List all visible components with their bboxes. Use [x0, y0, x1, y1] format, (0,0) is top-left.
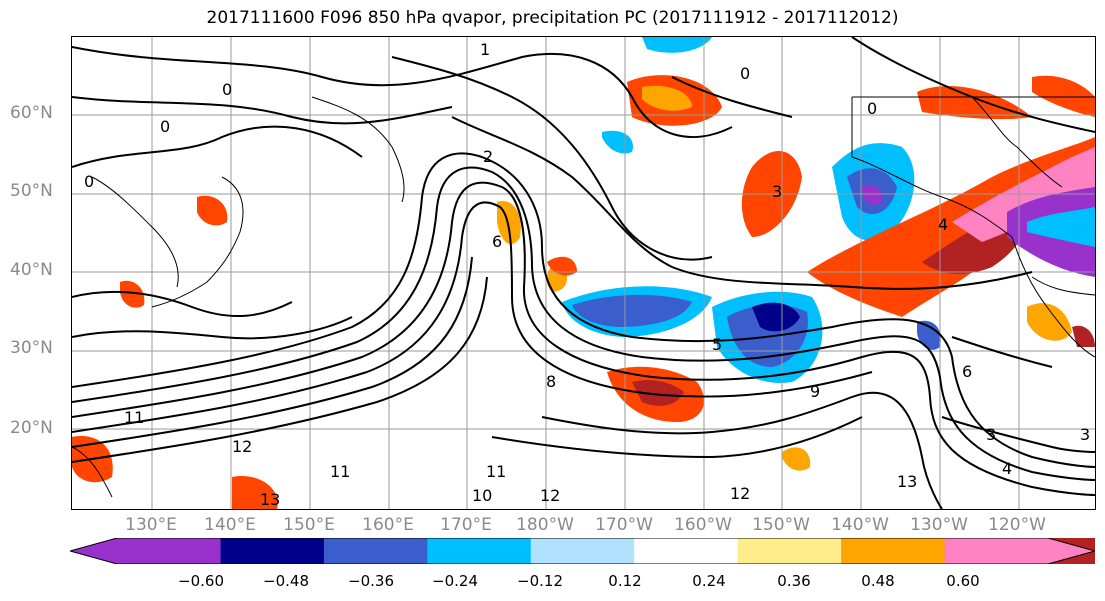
map-svg: 1 0 0 0 0 0 2 3 4 5 6 6 8 9 10 11 11 11 …	[72, 37, 1095, 509]
precip-blob	[602, 130, 633, 154]
colorbar-tick-label: 0.48	[861, 572, 895, 590]
contour-label: 3	[772, 182, 782, 201]
contour-label: 13	[260, 490, 280, 509]
precip-blob	[572, 294, 692, 327]
lon-label: 120°W	[988, 515, 1046, 535]
contour-label: 8	[546, 372, 556, 391]
lon-label: 160°W	[674, 515, 732, 535]
colorbar-tick-label: 0.60	[946, 572, 980, 590]
colorbar-tick-label: −0.60	[178, 572, 224, 590]
lon-label: 180°W	[516, 515, 574, 535]
colorbar-segment	[427, 538, 532, 564]
contour-label: 6	[962, 362, 972, 381]
contour-label: 0	[740, 64, 750, 83]
lat-label: 30°N	[10, 338, 53, 358]
colorbar-tick-label: 0.24	[692, 572, 726, 590]
lat-label: 20°N	[10, 418, 53, 438]
precip-blob	[642, 37, 712, 53]
contour-label: 5	[712, 335, 722, 354]
lon-label: 160°E	[362, 515, 414, 535]
colorbar-segment	[323, 538, 428, 564]
map-panel: 1 0 0 0 0 0 2 3 4 5 6 6 8 9 10 11 11 11 …	[71, 36, 1096, 510]
precip-blob	[197, 195, 228, 226]
contour-label: 1	[480, 40, 490, 59]
contour-label: 0	[867, 99, 877, 118]
lon-label: 170°E	[440, 515, 492, 535]
lat-label: 40°N	[10, 260, 53, 280]
map-title: 2017111600 F096 850 hPa qvapor, precipit…	[206, 8, 899, 28]
precip-blob	[752, 302, 800, 332]
colorbar-tick-label: −0.24	[432, 572, 478, 590]
precip-blob	[917, 320, 941, 350]
lat-label: 50°N	[10, 181, 53, 201]
contour-label: 2	[483, 147, 493, 166]
lon-label: 150°W	[752, 515, 810, 535]
lon-label: 140°W	[831, 515, 889, 535]
colorbar-segment	[70, 538, 221, 564]
contour-label: 12	[232, 437, 252, 456]
colorbar-tick-label: 0.36	[777, 572, 811, 590]
contour-label: 4	[1002, 459, 1012, 478]
precip-blob	[1027, 207, 1095, 247]
precip-blob	[232, 476, 278, 509]
colorbar-segment	[944, 538, 1095, 564]
coastlines	[72, 96, 1095, 498]
lon-label: 150°E	[283, 515, 335, 535]
contour-label: 6	[492, 232, 502, 251]
precip-blob	[862, 185, 883, 205]
precip-blob	[120, 280, 145, 308]
precip-blob	[1027, 303, 1072, 341]
colorbar-tick-label: −0.36	[348, 572, 394, 590]
precip-blob	[917, 86, 1032, 120]
contour-label: 9	[810, 382, 820, 401]
colorbar-segment	[737, 538, 842, 564]
colorbar-segment	[220, 538, 325, 564]
lon-label: 130°W	[910, 515, 968, 535]
colorbar-segment	[530, 538, 635, 564]
precip-blob	[642, 85, 692, 111]
contour-label: 12	[540, 486, 560, 505]
contour-label: 0	[222, 80, 232, 99]
contour-label: 12	[730, 484, 750, 503]
contour-label: 3	[1080, 425, 1090, 444]
lon-label: 130°E	[125, 515, 177, 535]
contour-labels: 1 0 0 0 0 0 2 3 4 5 6 6 8 9 10 11 11 11 …	[84, 40, 1090, 509]
lon-label: 170°W	[595, 515, 653, 535]
contour-label: 0	[160, 117, 170, 136]
precip-blob	[782, 447, 811, 471]
colorbar-tick-label: −0.12	[517, 572, 563, 590]
contour-label: 11	[124, 408, 144, 427]
contour-label: 10	[472, 486, 492, 505]
contour-label: 0	[84, 172, 94, 191]
precip-blob	[1032, 75, 1095, 117]
contour-label: 11	[330, 462, 350, 481]
contour-label: 11	[486, 462, 506, 481]
contour-label: 4	[938, 215, 948, 234]
colorbar-tick-label: −0.48	[263, 572, 309, 590]
colorbar-segment	[634, 538, 739, 564]
colorbar-segment	[841, 538, 946, 564]
contour-label: 3	[986, 425, 996, 444]
gridlines	[72, 37, 1095, 509]
lat-label: 60°N	[10, 103, 53, 123]
precip-blob	[547, 256, 577, 276]
precip-blob	[1072, 325, 1095, 347]
precip-blob	[632, 380, 684, 406]
lon-label: 140°E	[204, 515, 256, 535]
contour-label: 13	[897, 472, 917, 491]
colorbar	[70, 538, 1095, 564]
colorbar-tick-label: 0.12	[608, 572, 642, 590]
